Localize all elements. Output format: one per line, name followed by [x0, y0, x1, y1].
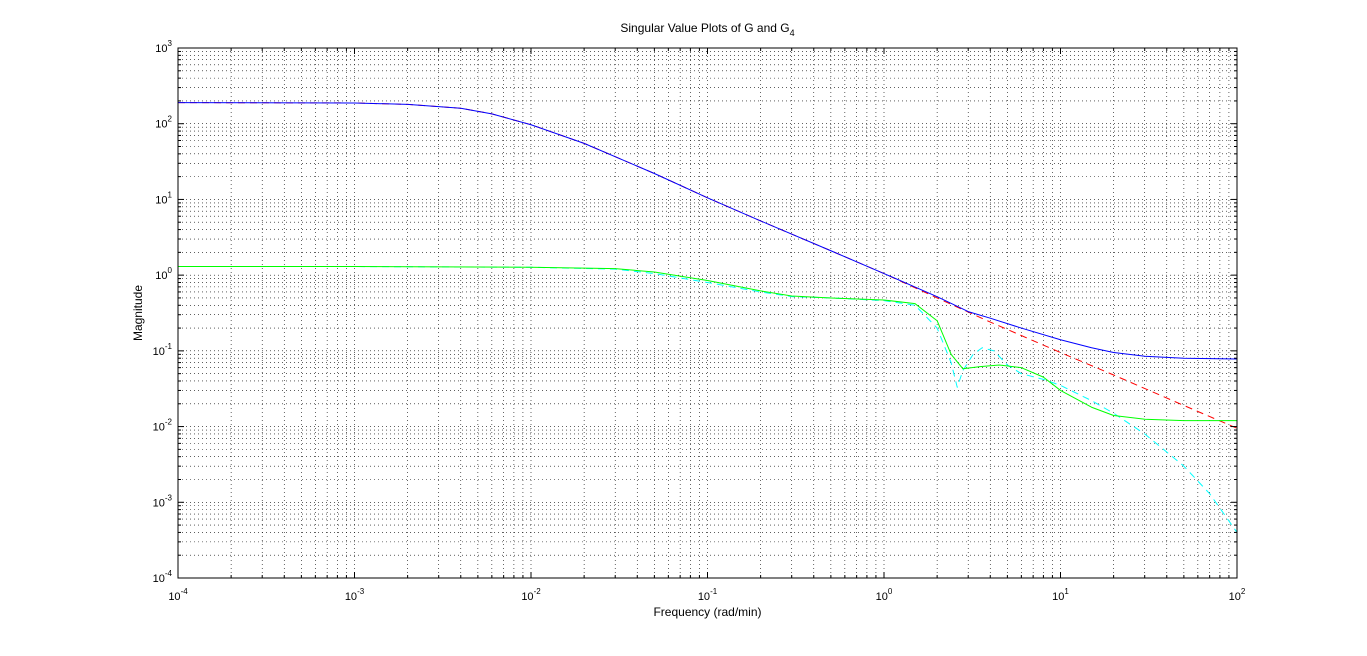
x-tick-label-exponent: -4	[181, 587, 189, 596]
y-tick-label-exponent: -4	[165, 569, 173, 578]
y-tick-label-exponent: 1	[168, 190, 173, 199]
chart-title: Singular Value Plots of G and G4	[620, 21, 794, 38]
x-tick-label: 101	[1052, 587, 1069, 603]
x-tick-label-base: 10	[698, 591, 710, 603]
x-tick-label-exponent: 0	[888, 587, 893, 596]
y-tick-label: 103	[155, 39, 172, 55]
x-tick-label-base: 10	[1229, 591, 1241, 603]
series-layer	[178, 102, 1237, 533]
x-tick-label: 10-1	[698, 587, 718, 603]
x-tick-label: 10-4	[168, 587, 188, 603]
y-axis-label: Magnitude	[131, 285, 145, 341]
label-layer: Singular Value Plots of G and G4 Frequen…	[131, 21, 1246, 619]
chart-title-subscript: 4	[790, 28, 795, 38]
x-tick-label: 10-2	[521, 587, 541, 603]
x-tick-label-base: 10	[1052, 591, 1064, 603]
y-tick-label: 10-1	[153, 342, 173, 358]
x-tick-label-exponent: -3	[357, 587, 365, 596]
x-tick-label: 10-3	[345, 587, 365, 603]
y-tick-label: 10-2	[153, 418, 173, 434]
y-tick-label-base: 10	[153, 573, 165, 585]
y-tick-label-base: 10	[155, 270, 167, 282]
y-tick-label-base: 10	[155, 119, 167, 131]
y-tick-label-base: 10	[155, 43, 167, 55]
y-tick-label: 101	[155, 190, 172, 206]
y-tick-label-base: 10	[155, 194, 167, 206]
x-axis-label: Frequency (rad/min)	[653, 605, 761, 619]
series-line-0	[178, 102, 1237, 429]
grid-layer	[178, 48, 1237, 578]
y-tick-label-exponent: -1	[165, 342, 173, 351]
y-tick-label: 100	[155, 266, 172, 282]
x-tick-label-base: 10	[876, 591, 888, 603]
y-tick-label-exponent: 2	[168, 115, 173, 124]
x-tick-label-exponent: -2	[534, 587, 542, 596]
x-tick-label-base: 10	[345, 591, 357, 603]
series-line-3	[178, 266, 1237, 422]
y-tick-label: 102	[155, 115, 172, 131]
x-tick-label-exponent: 1	[1064, 587, 1069, 596]
x-tick-label: 102	[1229, 587, 1246, 603]
x-tick-label-base: 10	[168, 591, 180, 603]
x-tick-label: 100	[876, 587, 893, 603]
y-tick-label-exponent: -3	[165, 493, 173, 502]
series-line-1	[178, 102, 1237, 360]
y-tick-label-exponent: -2	[165, 418, 173, 427]
x-tick-label-exponent: 2	[1241, 587, 1246, 596]
y-tick-label-exponent: 0	[168, 266, 173, 275]
x-tick-label-exponent: -1	[710, 587, 718, 596]
series-line-2	[178, 266, 1237, 533]
tick-layer	[177, 48, 1237, 579]
y-tick-label-base: 10	[153, 422, 165, 434]
y-tick-label-base: 10	[153, 497, 165, 509]
y-tick-label-base: 10	[153, 346, 165, 358]
chart-title-main: Singular Value Plots of G and G	[620, 21, 789, 35]
y-tick-label: 10-4	[153, 569, 173, 585]
x-tick-label-base: 10	[521, 591, 533, 603]
y-tick-label: 10-3	[153, 493, 173, 509]
y-tick-label-exponent: 3	[168, 39, 173, 48]
